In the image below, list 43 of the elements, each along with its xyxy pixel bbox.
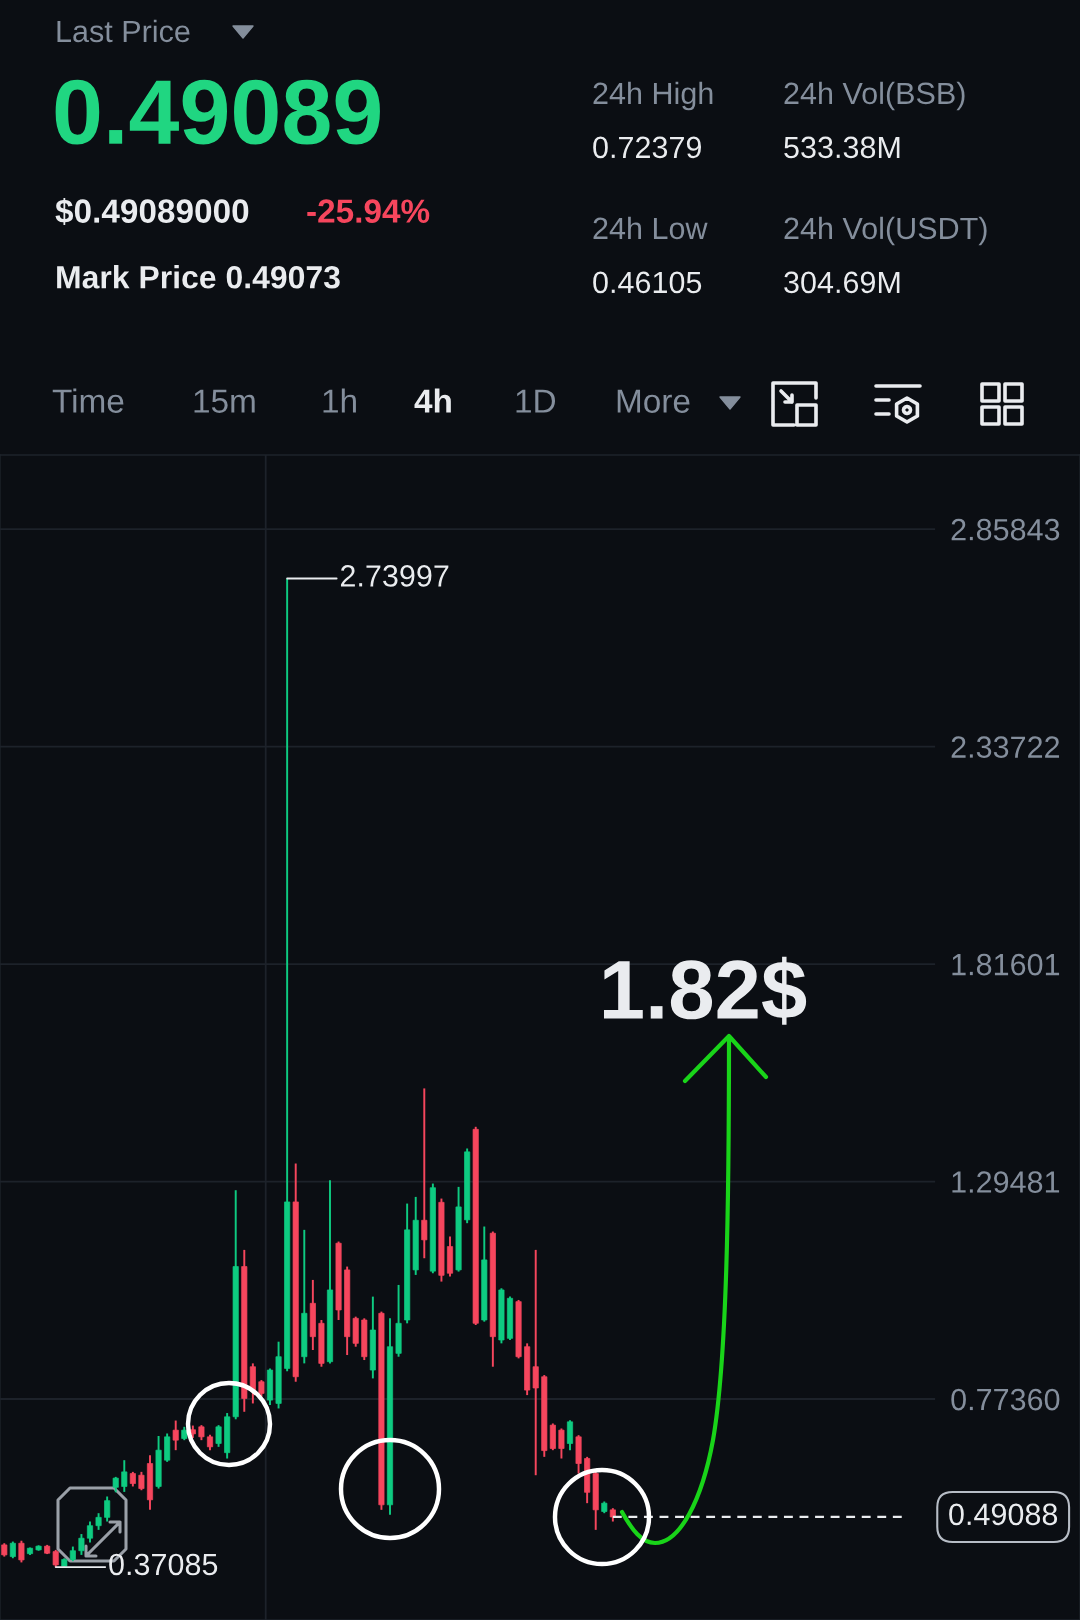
- text: 4h: [414, 388, 451, 413]
- candlestick: [421, 1087, 428, 1260]
- text: 533.38M: [784, 136, 900, 159]
- text: 1h: [323, 388, 356, 413]
- candlestick: [549, 1422, 556, 1452]
- text: Mark Price 0.49073: [57, 265, 340, 289]
- candlestick: [78, 1533, 85, 1556]
- text: -25.94%: [307, 199, 430, 223]
- y-tick-label: 1.29481: [952, 1171, 1060, 1193]
- text: Time: [52, 388, 124, 413]
- candlestick: [532, 1248, 539, 1477]
- y-tick-label: 2.33722: [951, 736, 1060, 758]
- text: 24h Low: [593, 216, 708, 240]
- text: 24h Vol(USDT): [784, 216, 987, 246]
- ref-line-label: 0.49088: [949, 1503, 1058, 1526]
- text: 0.72379: [593, 136, 701, 159]
- text: 304.69M: [784, 271, 900, 294]
- text: 0.49089: [55, 79, 380, 145]
- text: Last Price: [57, 19, 190, 43]
- text: 24h Vol(BSB): [784, 81, 965, 111]
- y-tick-label: 0.77360: [951, 1388, 1060, 1411]
- candlestick: [121, 1459, 128, 1493]
- candlestick: [172, 1419, 179, 1452]
- y-tick-label: 2.85843: [951, 518, 1060, 541]
- candlestick: [104, 1495, 111, 1523]
- text: More: [617, 389, 690, 413]
- candlestick: [18, 1539, 25, 1564]
- candlestick: [138, 1470, 145, 1492]
- candlestick: [558, 1427, 565, 1460]
- annotation: 2.73997: [340, 565, 449, 587]
- text: 24h High: [593, 81, 713, 111]
- text: 0.46105: [593, 271, 702, 294]
- candlestick: [249, 1362, 256, 1405]
- text: $0.49089000: [55, 197, 249, 226]
- candlestick: [215, 1424, 222, 1448]
- annotation: 0.37085: [109, 1553, 218, 1576]
- text: 15m: [194, 389, 255, 413]
- candlestick: [164, 1432, 171, 1463]
- candlestick: [566, 1419, 574, 1452]
- y-tick-label: 1.81601: [952, 953, 1060, 976]
- candlestick: [86, 1520, 94, 1544]
- annotation: 1.82$: [603, 956, 807, 1025]
- text: 1D: [516, 389, 556, 413]
